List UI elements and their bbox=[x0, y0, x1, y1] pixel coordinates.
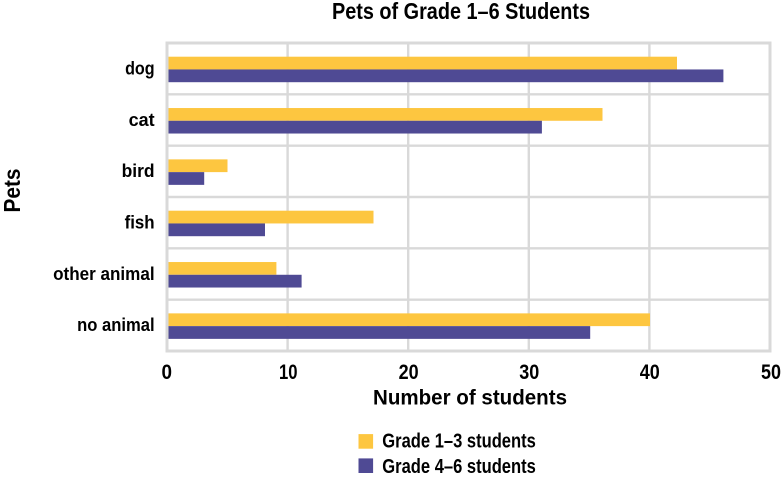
svg-text:10: 10 bbox=[279, 361, 298, 384]
svg-text:50: 50 bbox=[761, 361, 781, 384]
svg-text:Pets: Pets bbox=[0, 169, 25, 213]
svg-text:dog: dog bbox=[125, 58, 155, 79]
svg-text:Grade 4–6 students: Grade 4–6 students bbox=[382, 456, 536, 478]
svg-text:other animal: other animal bbox=[53, 263, 155, 284]
svg-text:fish: fish bbox=[125, 212, 155, 233]
svg-text:0: 0 bbox=[162, 361, 173, 384]
svg-text:Grade 1–3 students: Grade 1–3 students bbox=[382, 431, 536, 453]
svg-text:no animal: no animal bbox=[77, 314, 155, 335]
svg-text:bird: bird bbox=[122, 160, 155, 181]
svg-text:Number of students: Number of students bbox=[373, 386, 567, 410]
svg-text:Pets of Grade 1–6 Students: Pets of Grade 1–6 Students bbox=[332, 0, 590, 24]
svg-text:30: 30 bbox=[519, 361, 539, 384]
svg-text:40: 40 bbox=[640, 361, 660, 384]
svg-text:20: 20 bbox=[399, 361, 419, 384]
svg-text:cat: cat bbox=[129, 109, 155, 130]
